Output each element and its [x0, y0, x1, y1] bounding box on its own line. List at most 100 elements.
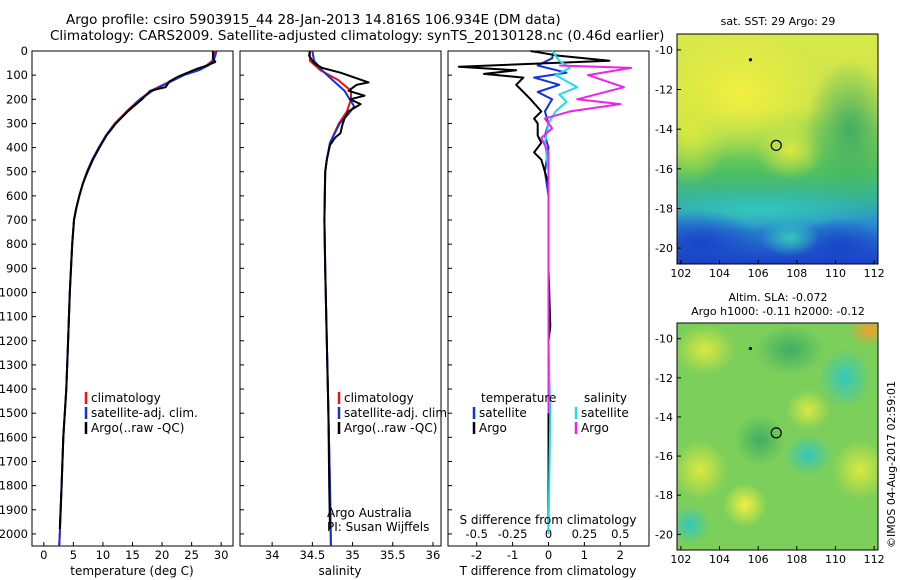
sla-high-patch — [677, 325, 735, 375]
sla-low-patch — [677, 505, 710, 545]
depth-tick-label: 800 — [6, 237, 28, 251]
legend-title-salinity: salinity — [584, 391, 627, 405]
legend-label-s-argo: Argo — [581, 421, 609, 435]
s-diff-tick-label: 0.25 — [572, 527, 598, 541]
legend-label-t-satellite: satellite — [479, 406, 527, 420]
lat-tick-label: -16 — [655, 450, 673, 463]
series-argo — [58, 51, 217, 530]
sla-low-patch — [755, 325, 825, 375]
lon-tick-label: 102 — [670, 553, 691, 566]
salinity-legend: climatology satellite-adj. clim. Argo(..… — [337, 391, 451, 435]
x-tick-label: 0 — [545, 548, 552, 562]
legend-label-argo: Argo(..raw -QC) — [344, 421, 437, 435]
difference-panel: -2 -1 0 1 2 -0.5 -0.25 0 0.25 0.5 T difference f… — [447, 50, 650, 578]
legend-label-argo: Argo(..raw -QC) — [91, 421, 184, 435]
legend-label-satellite: satellite-adj. clim. — [91, 406, 198, 420]
lat-tick-label: -12 — [655, 84, 673, 97]
temperature-panel: 0100200300400500600700800900100011001200… — [0, 44, 234, 578]
x-tick-label: -1 — [507, 548, 518, 562]
sla-high-patch — [848, 323, 878, 346]
sla-high-patch — [723, 483, 767, 527]
depth-tick-label: 100 — [6, 68, 28, 82]
depth-tick-label: 1300 — [0, 358, 28, 372]
lon-tick-label: 104 — [709, 267, 730, 280]
lat-tick-label: -14 — [655, 411, 673, 424]
lat-tick-label: -18 — [655, 489, 673, 502]
lat-tick-label: -14 — [655, 123, 673, 136]
depth-tick-label: 1100 — [0, 310, 28, 324]
depth-tick-label: 600 — [6, 189, 28, 203]
depth-tick-label: 1200 — [0, 334, 28, 348]
sla-field — [677, 323, 878, 550]
x-tick-label: 15 — [125, 548, 140, 562]
depth-tick-label: 1800 — [0, 479, 28, 493]
s-difference-axis: -0.5 -0.25 0 0.25 0.5 — [465, 527, 629, 541]
salinity-panel: 34 34.5 35 35.5 36 salinity climatology sate… — [239, 50, 451, 578]
temperature-plot-frame — [31, 50, 234, 547]
legend-label-climatology: climatology — [91, 391, 161, 405]
sst-warm-patch — [677, 75, 730, 185]
sla-map-markers — [748, 346, 782, 439]
principal-investigator: PI: Susan Wijffels — [327, 520, 429, 534]
t-difference-xlabel: T difference from climatology — [459, 564, 637, 578]
sst-cool-patch — [760, 220, 820, 256]
x-tick-label: 2 — [617, 548, 624, 562]
lat-tick-label: -16 — [655, 163, 673, 176]
sst-map-frame — [676, 33, 879, 265]
imos-credit: ©IMOS 04-Aug-2017 02:59:01 — [885, 381, 898, 548]
sla-map-panel: Altim. SLA: -0.072 Argo h1000: -0.11 h20… — [655, 291, 885, 566]
lat-tick-label: -12 — [655, 372, 673, 385]
sst-map-panel: sat. SST: 29 Argo: 29 102 104 106 108 110 112… — [655, 15, 885, 280]
depth-tick-label: 1600 — [0, 430, 28, 444]
depth-tick-label: 200 — [6, 92, 28, 106]
depth-tick-label: 900 — [6, 261, 28, 275]
x-tick-label: 25 — [184, 548, 199, 562]
lat-tick-label: -18 — [655, 202, 673, 215]
sla-high-patch — [786, 390, 830, 430]
lon-tick-label: 112 — [864, 267, 885, 280]
x-tick-label: 1 — [581, 548, 588, 562]
series-argo — [308, 50, 370, 530]
legend-label-climatology: climatology — [344, 391, 414, 405]
argo-location-marker — [770, 427, 782, 439]
depth-tick-label: 1000 — [0, 285, 28, 299]
x-tick-label: 0 — [40, 548, 47, 562]
x-tick-label: 10 — [96, 548, 111, 562]
float-program: Argo Australia — [327, 506, 412, 520]
lon-tick-label: 110 — [825, 553, 846, 566]
lon-tick-label: 112 — [864, 553, 885, 566]
lon-tick-label: 102 — [670, 267, 691, 280]
depth-tick-label: 0 — [21, 44, 28, 58]
sla-low-patch — [819, 348, 871, 408]
s-difference-label: S difference from climatology — [460, 513, 637, 527]
lat-tick-label: -20 — [655, 242, 673, 255]
difference-depth-ticks — [448, 50, 452, 535]
s-diff-tick-label: -0.5 — [465, 527, 487, 541]
salinity-axis: 34 34.5 35 35.5 36 — [265, 542, 440, 562]
lon-tick-label: 110 — [825, 267, 846, 280]
lon-tick-label: 108 — [786, 267, 807, 280]
sla-high-patch — [832, 440, 878, 500]
x-tick-label: 36 — [426, 548, 441, 562]
lon-tick-label: 106 — [748, 553, 769, 566]
legend-label-t-argo: Argo — [479, 421, 507, 435]
salinity-lines — [308, 50, 370, 547]
depth-tick-label: 1400 — [0, 382, 28, 396]
figure-subtitle: Climatology: CARS2009. Satellite-adjuste… — [50, 28, 665, 44]
salinity-plot-frame — [239, 50, 442, 547]
salinity-xlabel: salinity — [318, 564, 361, 578]
argo-location-marker — [770, 139, 782, 151]
depth-tick-label: 1700 — [0, 454, 28, 468]
temperature-legend: climatology satellite-adj. clim. Argo(..… — [84, 391, 198, 435]
s-diff-tick-label: -0.25 — [498, 527, 528, 541]
s-diff-tick-label: 0 — [545, 527, 552, 541]
depth-tick-label: 1500 — [0, 406, 28, 420]
depth-tick-label: 500 — [6, 165, 28, 179]
x-tick-label: -2 — [471, 548, 482, 562]
sla-low-patch — [784, 435, 832, 475]
lat-tick-label: -10 — [655, 333, 673, 346]
legend-label-s-satellite: satellite — [581, 406, 629, 420]
x-tick-label: 20 — [155, 548, 170, 562]
figure-title: Argo profile: csiro 5903915_44 28-Jan-20… — [66, 12, 561, 28]
